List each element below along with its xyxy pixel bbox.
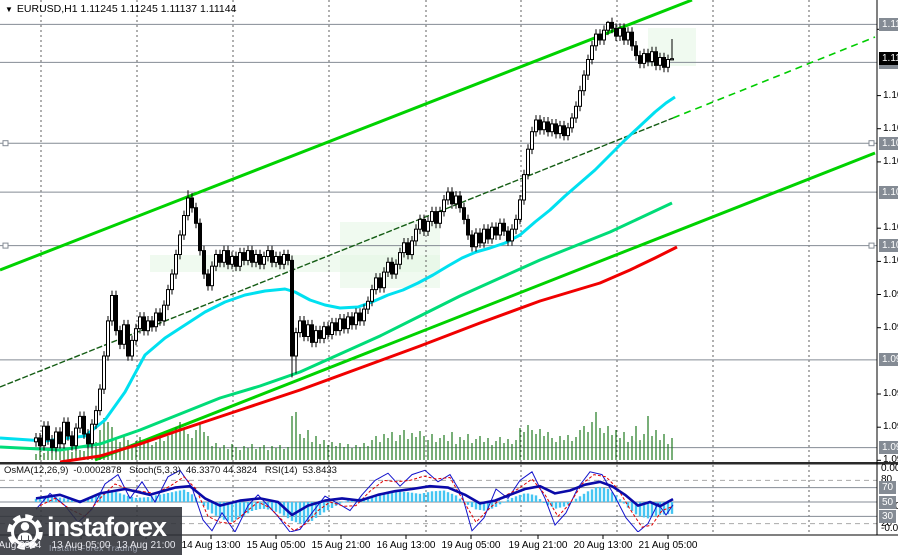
osma-label: OsMA(12,26,9) bbox=[4, 465, 69, 476]
trendline-median-line[interactable] bbox=[0, 117, 674, 388]
chart-title: ▼ EURUSD,H1 1.11245 1.11245 1.11137 1.111… bbox=[5, 3, 236, 15]
level-handle[interactable] bbox=[868, 140, 875, 147]
price-level-badge: 1.09600 bbox=[879, 353, 898, 366]
price-tick-label: 1.10615 bbox=[883, 156, 898, 167]
stoch-label: Stoch(5,3,3) bbox=[129, 465, 181, 476]
time-tick-label: 15 Aug 21:00 bbox=[311, 540, 371, 551]
trendline-median-projection[interactable] bbox=[672, 36, 876, 119]
time-tick-label: 19 Aug 05:00 bbox=[441, 540, 501, 551]
price-tick-label: 1.09255 bbox=[883, 421, 898, 432]
brand-tagline: Instant Forex Trading bbox=[49, 543, 138, 553]
price-level-badge: 1.11320 bbox=[879, 18, 898, 31]
time-tick-label: 21 Aug 05:00 bbox=[638, 540, 698, 551]
brand-name: instaforex bbox=[47, 512, 167, 542]
sub-axis-badge: 50 bbox=[879, 496, 897, 509]
osma-value: -0.0002878 bbox=[73, 465, 122, 476]
time-tick-label: 2 Aug 2024 bbox=[0, 540, 42, 551]
price-tick-label: 1.10275 bbox=[883, 222, 898, 233]
ohlc-values: 1.11245 1.11245 1.11137 1.11144 bbox=[80, 3, 237, 15]
time-tick-label: 19 Aug 21:00 bbox=[508, 540, 568, 551]
highlight-zones bbox=[150, 28, 696, 288]
price-tick-label: 1.10955 bbox=[883, 90, 898, 101]
time-tick-label: 14 Aug 13:00 bbox=[181, 540, 241, 551]
rsi-label: RSI(14) bbox=[264, 465, 298, 476]
price-level-badge: 1.10711 bbox=[879, 137, 898, 150]
price-tick-label: 1.10105 bbox=[883, 255, 898, 266]
trendline-lower-channel[interactable] bbox=[94, 151, 876, 462]
instaforex-gear-icon bbox=[7, 514, 43, 550]
pane-divider[interactable] bbox=[0, 462, 898, 465]
time-tick-label: 15 Aug 05:00 bbox=[246, 540, 306, 551]
ma-slow-red[interactable] bbox=[59, 245, 678, 464]
price-tick-label: 1.09935 bbox=[883, 289, 898, 300]
rsi-value: 53.8433 bbox=[302, 465, 337, 476]
sub-axis-badge: 70 bbox=[879, 481, 897, 494]
sub-axis-label: 20 bbox=[881, 518, 893, 529]
volume-histogram bbox=[35, 412, 673, 460]
time-tick-label: 20 Aug 13:00 bbox=[573, 540, 633, 551]
time-tick-label: 16 Aug 13:00 bbox=[376, 540, 436, 551]
trendlines bbox=[0, 0, 876, 462]
ma-fast-cyan[interactable] bbox=[0, 95, 676, 443]
current-price-badge: 1.11144 bbox=[879, 52, 898, 65]
price-tick-label: 1.09085 bbox=[883, 454, 898, 465]
trendline-upper-channel[interactable] bbox=[0, 0, 693, 272]
horizontal-level-lines bbox=[0, 23, 877, 449]
price-tick-label: 1.09425 bbox=[883, 388, 898, 399]
level-handle[interactable] bbox=[868, 242, 875, 249]
time-tick-label: 13 Aug 21:00 bbox=[116, 540, 176, 551]
sub-axis-badge: 30 bbox=[879, 510, 897, 523]
sub-axis-label: -0.0007125 bbox=[881, 523, 898, 534]
time-tick-label: 13 Aug 05:00 bbox=[51, 540, 111, 551]
ma-mid-green[interactable] bbox=[0, 201, 673, 452]
broker-watermark: instaforex Instant Forex Trading bbox=[0, 507, 182, 555]
collapse-arrow-icon[interactable]: ▼ bbox=[5, 5, 13, 14]
price-level-badge: 1.10460 bbox=[879, 186, 898, 199]
symbol-period-label: EURUSD,H1 bbox=[16, 3, 78, 15]
stoch-values: 46.3370 44.3824 bbox=[185, 465, 258, 476]
price-tick-label: 1.10785 bbox=[883, 123, 898, 134]
candles-layer bbox=[34, 17, 674, 453]
level-handle[interactable] bbox=[2, 242, 9, 249]
level-handle[interactable] bbox=[2, 140, 9, 147]
sub-axis-label: 80 bbox=[881, 474, 893, 485]
price-level-badge: 1.09150 bbox=[879, 441, 898, 454]
sub-axis-label: 0.0008879 bbox=[881, 463, 898, 474]
indicator-labels: OsMA(12,26,9) -0.0002878 Stoch(5,3,3) 46.3… bbox=[4, 465, 342, 476]
price-tick-label: 1.09765 bbox=[883, 322, 898, 333]
rsi-line bbox=[35, 480, 674, 517]
price-level-badge: 1.10186 bbox=[879, 239, 898, 252]
